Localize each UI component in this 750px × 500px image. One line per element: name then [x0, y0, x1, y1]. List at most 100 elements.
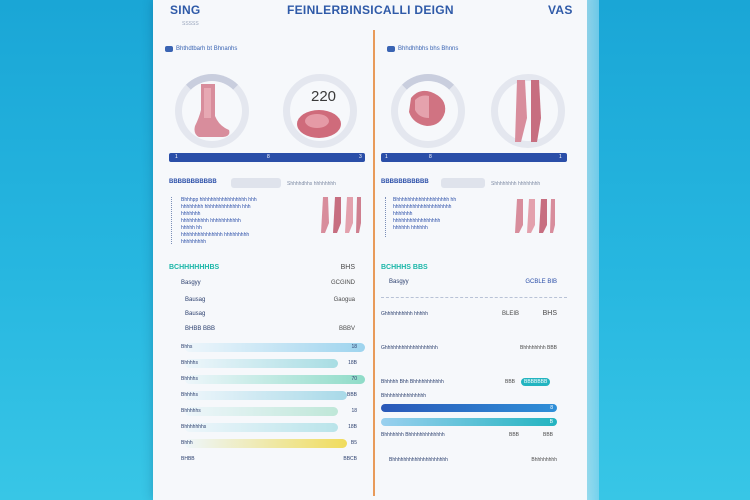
right-panel-title-text: Bhhdhhbhs bhs Bhnns	[398, 46, 459, 52]
left-bar-5-label: Bhhhhhhhs	[181, 424, 207, 430]
right-row-6-value: Bhhhhhhhh	[531, 457, 557, 463]
right-bar-marker-c: 1	[559, 154, 562, 160]
left-bar-3-value: BBB	[346, 392, 357, 398]
right-note-0: Bhhhhhhhhhhhhhhhhhhh hh	[393, 197, 457, 203]
right-note-3: hhhhhhhhhhhhhhhhh	[393, 218, 441, 224]
right-row-1-label: Ghhhhhhhhhh hhhhh	[381, 311, 428, 317]
left-ring-foot	[175, 74, 249, 148]
right-progress-bar-1	[381, 404, 557, 412]
right-row-1-value2: BHS	[542, 310, 557, 317]
document-icon	[387, 46, 395, 52]
left-bar-6-value: B5	[350, 440, 357, 446]
left-row-2-label: Bausag	[185, 311, 206, 317]
left-bar-0-value: 18	[351, 344, 357, 350]
left-note-6: hhhhhhhhh	[181, 239, 207, 245]
left-bar-marker-c: 3	[359, 154, 362, 160]
folder-icon	[165, 46, 173, 52]
left-section-right: BHS	[340, 264, 355, 271]
legs-illustration-icon	[515, 80, 541, 142]
left-bar-4	[185, 407, 338, 416]
left-notes-rule	[171, 197, 174, 244]
left-bar-marker-a: 1	[175, 154, 178, 160]
left-bar-7-label: BHBB	[181, 456, 195, 462]
right-sub-input[interactable]	[441, 178, 485, 188]
left-bar-6	[185, 439, 347, 448]
right-row-3-label: Bhhhhh Bhh Bhhhhhhhhhhh	[381, 379, 444, 385]
muscle-illustration-icon	[297, 110, 341, 138]
right-bar-marker-b: 8	[429, 154, 432, 160]
right-row-1-value: BLEIB	[501, 311, 519, 317]
left-note-3: hhhhhhhhhh hhhhhhhhhhh	[181, 218, 241, 224]
right-row-3-pill: BBBBBBB	[521, 378, 551, 386]
left-bar-1	[185, 359, 338, 368]
right-row-4-label: Bhhhhhhhhhhhhhhh	[381, 393, 427, 399]
right-note-2: hhhhhhh	[393, 211, 413, 217]
right-progress-bar-2-value: B	[549, 419, 553, 425]
right-note-4: hhhhhh hhhhhh	[393, 225, 428, 231]
left-bar-6-label: Bhhh	[181, 440, 193, 446]
left-bar-5-value: 18B	[348, 424, 357, 430]
left-row-1-value: Gaogua	[333, 297, 355, 303]
left-bar-5	[185, 423, 338, 432]
right-row-3-value: BBB	[504, 379, 515, 385]
left-panel-title: Bhthdtbarh bt Bhnanhs	[165, 46, 237, 52]
right-row-2-value: Bhhhhhhhh BBB	[520, 345, 557, 351]
foot-illustration-icon	[194, 84, 230, 137]
left-ring-value-text: 220	[311, 88, 337, 105]
right-notes-rule	[385, 197, 388, 237]
panel-divider	[373, 30, 375, 496]
right-row-5-value: BBB	[508, 432, 519, 438]
right-row-6-label: Bhhhhhhhhhhhhhhhhhhhh	[389, 457, 448, 463]
right-blue-header-bar: 1 8 1	[381, 153, 567, 162]
left-subheader: BBBBBBBBBBB	[169, 179, 217, 185]
left-section-title: BCHHHHHHBS	[169, 264, 220, 271]
left-note-2: hhhhhhh	[181, 211, 201, 217]
right-section-title: BCHHHS BBS	[381, 264, 428, 271]
right-panel-title: Bhhdhhbhs bhs Bhnns	[387, 46, 458, 52]
right-note-1: hhhhhhhhhhhhhhhhhhhhh	[393, 204, 452, 210]
left-sub-tail: Shhhhdhhs hhhhhhhh	[287, 181, 336, 187]
right-row-0-value: GCBLE BIB	[525, 279, 557, 285]
header-right-title: VAS	[548, 3, 573, 17]
left-ring-value	[283, 74, 357, 148]
leg-pose-thumbnails-icon	[515, 199, 555, 233]
left-bar-marker-b: 8	[267, 154, 270, 160]
header-center-title: FEINLERBINSICALLI DEIGN	[287, 3, 454, 17]
hand-illustration-icon	[409, 90, 446, 126]
left-bar-3	[185, 391, 347, 400]
left-bar-2-value: 70	[351, 376, 357, 382]
right-row-2-label: Ghhhhhhhhhhhhhhhhhhh	[381, 345, 438, 351]
left-row-3-value: BBBV	[338, 326, 355, 332]
right-ring-hand	[391, 74, 465, 148]
left-blue-header-bar: 1 8 3	[169, 153, 365, 162]
left-bar-0-label: Bhhs	[181, 344, 193, 350]
left-note-5: hhhhhhhhhhhhhhh hhhhhhhhh	[181, 232, 250, 238]
left-bar-3-label: Bhhhhs	[181, 392, 198, 398]
right-progress-bar-1-value: 8	[550, 405, 553, 411]
left-sub-input[interactable]	[231, 178, 281, 188]
left-bar-4-value: 18	[351, 408, 357, 414]
leg-thumbnails-icon	[321, 197, 361, 233]
right-row-0-label: Basgyy	[389, 279, 409, 285]
left-panel-title-text: Bhthdtbarh bt Bhnanhs	[176, 46, 238, 52]
right-sub-tail: Shhhhhhhh hhhhhhhh	[491, 181, 541, 187]
left-bar-0	[185, 343, 365, 352]
left-note-1: hhhhhhhh hhhhhhhhhhhhh hhh	[181, 204, 251, 210]
right-row-divider	[381, 297, 567, 298]
right-ring-legs	[491, 74, 565, 148]
right-row-5-value2: BBB	[542, 432, 553, 438]
left-bar-4-label: Bhhhhhs	[181, 408, 201, 414]
left-panel: Bhthdtbarh bt Bhnanhs 220 1 8 3 BBBBBBBB…	[165, 0, 365, 500]
left-row-3-label: BHBB BBB	[185, 326, 216, 332]
right-row-5-label: Bhhhhhhh Bhhhhhhhhhhhhh	[381, 432, 445, 438]
right-progress-bar-2	[381, 418, 557, 426]
left-bar-1-value: 18B	[348, 360, 357, 366]
left-bar-2	[185, 375, 365, 384]
right-subheader: BBBBBBBBBBB	[381, 179, 429, 185]
left-row-0-value: GCGIND	[331, 280, 355, 286]
left-row-0-label: Basgyy	[181, 280, 201, 286]
sheet-edge	[587, 0, 599, 500]
left-bar-2-label: Bhhhhs	[181, 376, 198, 382]
left-bar-1-label: Bhhhhs	[181, 360, 198, 366]
left-note-0: Bhhhpp hhhhhhhhhhhhhhhhh hhh	[181, 197, 257, 203]
